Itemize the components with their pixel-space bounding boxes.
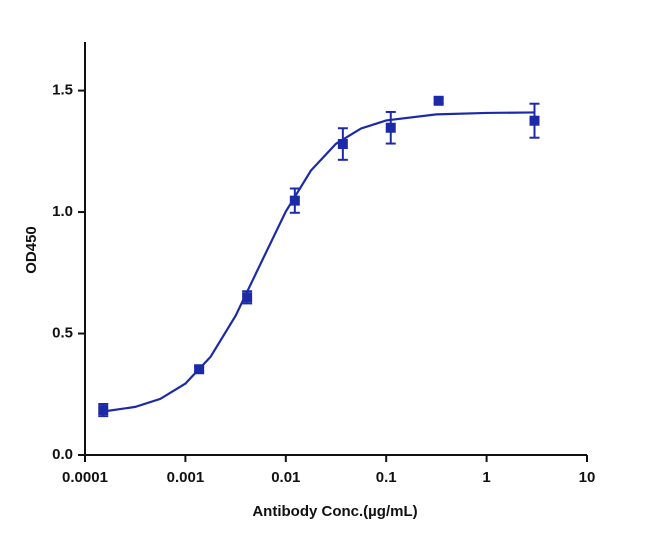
data-point — [289, 195, 300, 206]
data-point — [529, 115, 540, 126]
fit-curve — [103, 111, 535, 413]
data-point — [98, 405, 109, 416]
y-axis-label: OD450 — [23, 226, 40, 274]
x-tick-label: 1 — [482, 469, 490, 486]
x-tick-label: 0.0001 — [62, 469, 108, 486]
data-point — [385, 122, 396, 133]
data-point — [194, 364, 205, 375]
y-tick-label: 0.5 — [52, 324, 73, 341]
data-point — [242, 292, 253, 303]
data-point — [433, 95, 444, 106]
data-point — [337, 139, 348, 150]
y-tick-label: 1.5 — [52, 82, 73, 99]
x-axis-label: Antibody Conc.(µg/mL) — [252, 503, 417, 520]
x-tick-label: 10 — [579, 469, 596, 486]
x-tick-label: 0.01 — [271, 469, 300, 486]
x-tick-label: 0.001 — [167, 469, 205, 486]
y-tick-label: 0.0 — [52, 446, 73, 463]
y-tick-label: 1.0 — [52, 203, 73, 220]
x-tick-label: 0.1 — [376, 469, 397, 486]
